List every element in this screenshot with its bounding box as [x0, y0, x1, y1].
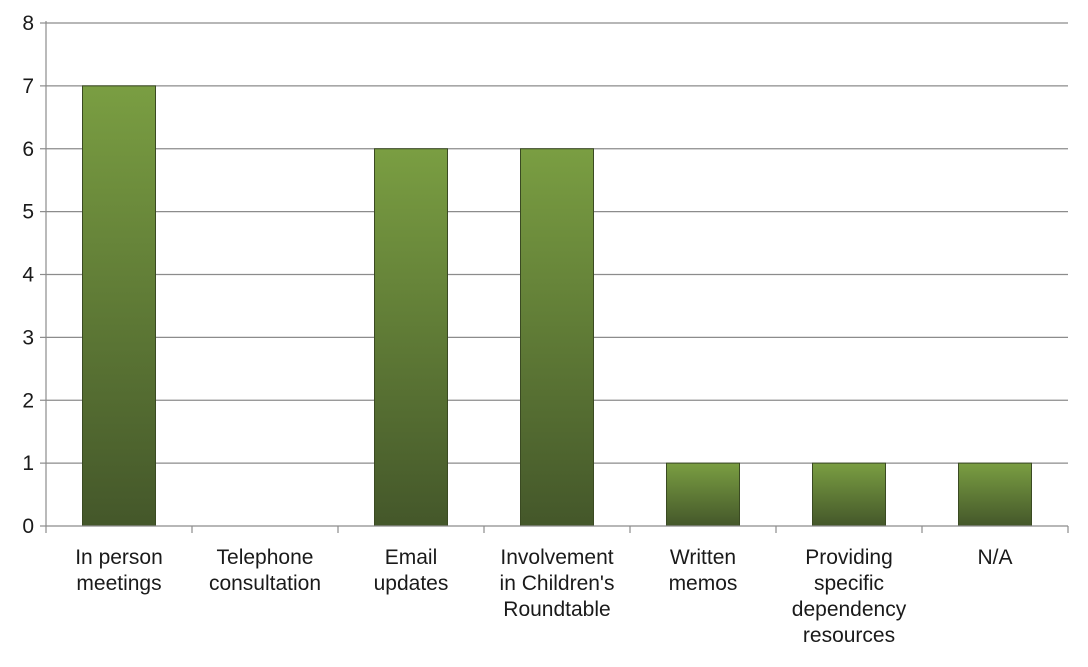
- y-tick-label: 3: [22, 326, 34, 349]
- x-tick-label: In person meetings: [75, 546, 163, 595]
- bar-4: [666, 462, 740, 527]
- x-tick-label-line: Telephone: [217, 546, 314, 569]
- x-tick-label: N/A: [977, 546, 1012, 569]
- x-tick-label-line: Roundtable: [503, 598, 610, 621]
- y-tick-label: 8: [22, 12, 34, 35]
- x-tick-label-line: Providing: [805, 546, 893, 569]
- x-tick-label: Providing specific dependency resources: [792, 546, 907, 647]
- y-tick-label: 6: [22, 138, 34, 161]
- x-tick-label-line: consultation: [209, 572, 321, 595]
- bar-2: [374, 148, 448, 527]
- x-tick-label-line: N/A: [977, 546, 1012, 569]
- x-tick-label: Involvement in Children's Roundtable: [500, 546, 615, 621]
- y-tick-labels: 0 1 2 3 4 5 6 7 8: [22, 12, 34, 538]
- x-tick-label-line: Involvement: [500, 546, 613, 569]
- x-tick-label-line: dependency: [792, 598, 907, 621]
- x-tick-label-line: Email: [385, 546, 438, 569]
- x-tick-label-line: updates: [374, 572, 449, 595]
- bar-3: [520, 148, 594, 527]
- axes: [40, 21, 1069, 533]
- bar-0: [82, 85, 156, 527]
- x-tick-label-line: resources: [803, 624, 895, 647]
- x-tick-label: Email updates: [374, 546, 449, 595]
- y-tick-label: 1: [22, 452, 34, 475]
- y-tick-label: 7: [22, 75, 34, 98]
- x-tick-label-line: memos: [669, 572, 738, 595]
- x-tick-labels: In person meetings Telephone consultation Em…: [75, 546, 1012, 647]
- bar-6: [958, 462, 1032, 527]
- x-tick-label-line: specific: [814, 572, 884, 595]
- x-tick-label-line: in Children's: [500, 572, 615, 595]
- bars: [82, 85, 1032, 527]
- x-tick-label: Written memos: [669, 546, 738, 595]
- bar-5: [812, 462, 886, 527]
- y-tick-label: 0: [22, 515, 34, 538]
- y-tick-label: 5: [22, 201, 34, 224]
- x-tick-label-line: In person: [75, 546, 163, 569]
- y-tick-label: 4: [22, 264, 34, 287]
- x-tick-label-line: meetings: [76, 572, 161, 595]
- y-tick-label: 2: [22, 389, 34, 412]
- x-tick-label: Telephone consultation: [209, 546, 321, 595]
- x-tick-label-line: Written: [670, 546, 736, 569]
